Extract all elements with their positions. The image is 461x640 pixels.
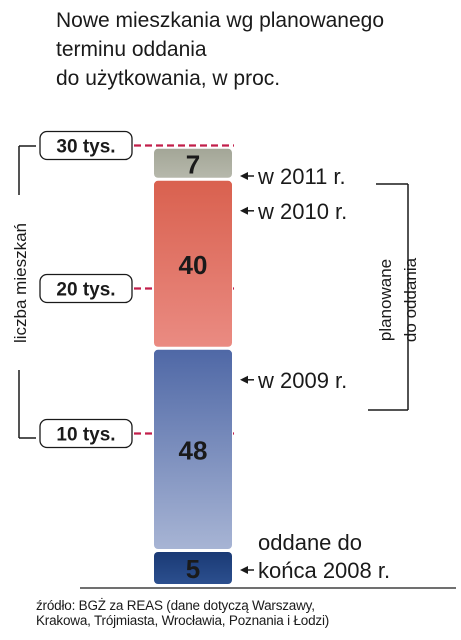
source-note: źródło: BGŻ za REAS (dane dotyczą Warsza… xyxy=(36,598,461,628)
reference-label-box xyxy=(39,130,133,161)
right-axis-label-line-2: do oddania xyxy=(401,257,420,342)
data-label: 5 xyxy=(186,554,200,584)
source-line-1: źródło: BGŻ za REAS (dane dotyczą Warsza… xyxy=(36,598,315,613)
arrow-icon xyxy=(240,206,248,215)
stacked-bar: 5 48 40 7 xyxy=(154,148,232,584)
y-axis-label: liczba mieszkań xyxy=(11,223,30,343)
category-label: w 2009 r. xyxy=(257,368,347,393)
right-axis-label-line-1: planowane xyxy=(376,259,395,341)
bar-segment xyxy=(154,180,232,347)
left-axis-bracket xyxy=(18,145,36,439)
arrow-icon xyxy=(240,375,248,384)
reference-label: 20 tys. xyxy=(56,280,115,301)
category-label: w 2010 r. xyxy=(257,199,347,224)
data-label: 7 xyxy=(186,149,200,179)
chart-title-line-3: do użytkowania, w proc. xyxy=(56,67,281,90)
bar-segment xyxy=(154,148,232,178)
reference-label-box xyxy=(39,273,133,304)
chart-title-line-2: terminu oddania xyxy=(56,38,207,61)
arrow-icon xyxy=(240,566,248,574)
data-label: 48 xyxy=(179,435,208,465)
data-label: 40 xyxy=(179,250,208,280)
reference-lines: 10 tys. 20 tys. 30 tys. xyxy=(39,130,234,449)
chart-title-line-1: Nowe mieszkania wg planowanego xyxy=(56,9,385,32)
reference-label: 30 tys. xyxy=(56,137,115,158)
segment-labels: oddane do końca 2008 r. w 2009 r. w 2010 r.… xyxy=(240,164,390,583)
bar-segment xyxy=(154,349,232,549)
category-label-line-2: końca 2008 r. xyxy=(258,558,390,583)
reference-label: 10 tys. xyxy=(56,425,115,446)
bar-segment xyxy=(154,552,232,584)
arrow-icon xyxy=(240,172,248,180)
category-label: w 2011 r. xyxy=(257,164,346,189)
source-line-2: Krakowa, Trójmiasta, Wrocławia, Poznania… xyxy=(36,613,330,628)
reference-label-box xyxy=(39,418,133,449)
chart-title: Nowe mieszkania wg planowanego terminu o… xyxy=(56,6,456,93)
stacked-bar-chart: liczba mieszkań 10 tys. 20 tys. 30 tys. 5 4… xyxy=(11,130,456,589)
right-axis-bracket xyxy=(368,183,409,411)
category-label-line-1: oddane do xyxy=(258,530,362,555)
